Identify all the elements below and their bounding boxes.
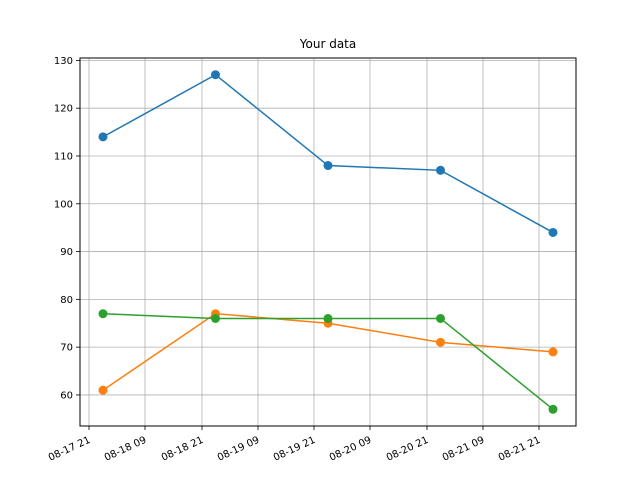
y-tick-label: 130 [54,56,73,67]
x-tick-label: 08-19 21 [272,435,317,464]
series-3 [98,309,558,414]
y-tick-label: 110 [54,151,73,162]
x-tick-label: 08-19 09 [216,435,261,464]
y-tick-label: 120 [54,104,73,115]
data-point [436,337,445,347]
series-1 [98,70,558,237]
x-tick-label: 08-17 21 [47,435,92,464]
data-point [98,385,108,395]
data-point [323,313,333,323]
data-point [98,309,108,319]
plot-frame [79,57,577,427]
data-point [548,227,558,237]
series-line [102,73,554,234]
data-point [436,313,445,323]
x-tick-label: 08-20 21 [385,435,430,464]
series-group [98,70,558,414]
y-tick-label: 70 [60,343,73,354]
x-tick-label: 08-18 09 [103,435,148,464]
data-point [211,313,220,323]
data-point [211,70,220,80]
y-tick-label: 90 [60,247,73,258]
x-tick-label: 08-21 21 [497,435,542,464]
y-tick-label: 60 [60,390,73,401]
x-tick-label: 08-18 21 [160,435,205,464]
x-tick-label: 08-21 09 [441,435,486,464]
grid [80,58,576,426]
y-tick-label: 80 [60,295,73,306]
y-tick-label: 100 [54,199,73,210]
data-point [548,404,558,414]
x-tick-label: 08-20 09 [328,435,373,464]
data-point [436,165,445,175]
chart-title: Your data [299,37,356,51]
data-point [548,347,558,357]
axes: 08-17 21 08-18 09 08-18 21 08-19 09 08-19 21… [47,56,542,464]
data-point [323,161,333,171]
data-point [98,132,108,142]
